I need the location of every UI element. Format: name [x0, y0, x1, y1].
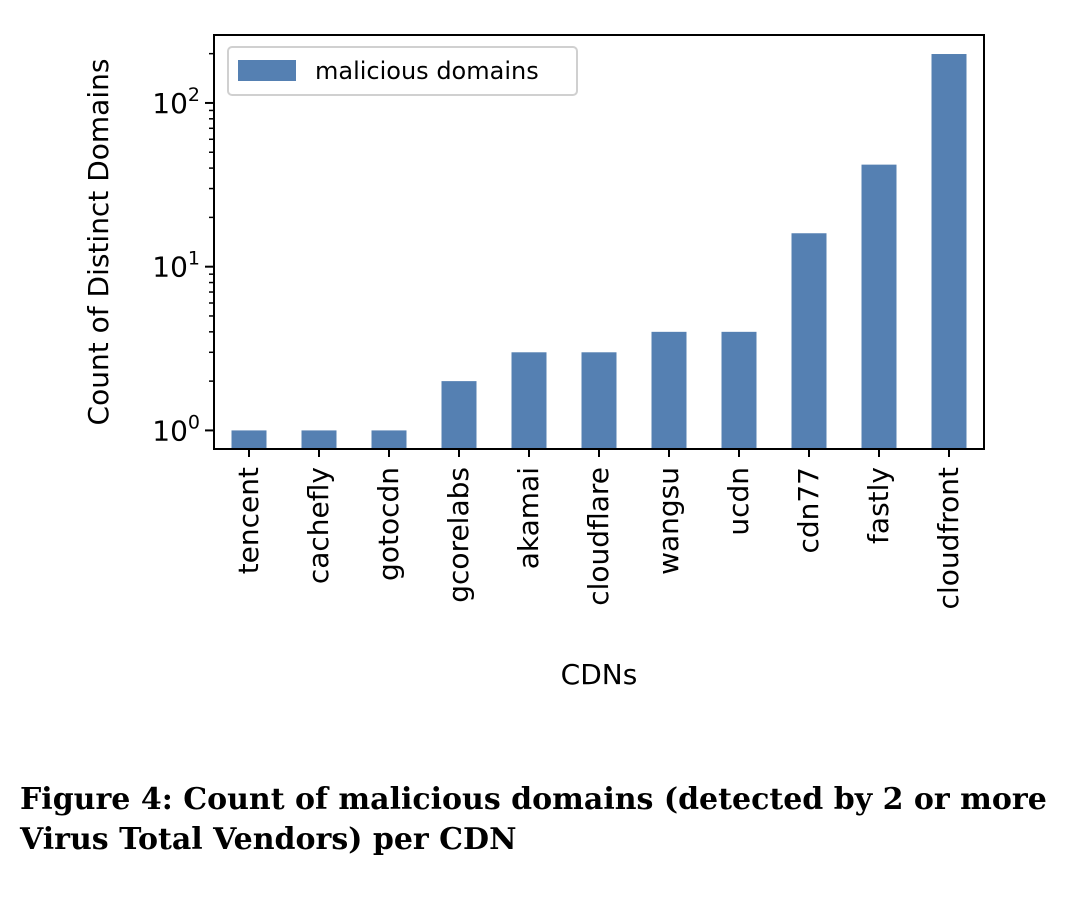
figure-caption: Figure 4: Count of malicious domains (de… — [20, 780, 1060, 860]
x-tick-labels: tencent cachefly gotocdn gcorelabs akamai clo… — [232, 467, 965, 609]
x-tick-label-akamai: akamai — [512, 467, 545, 569]
x-tick-label-cloudflare: cloudflare — [582, 467, 615, 606]
legend-box — [227, 46, 578, 96]
x-tick-label-fastly: fastly — [862, 467, 895, 544]
y-axis-label: Count of Distinct Domains — [82, 59, 115, 426]
bar-cachefly — [301, 430, 337, 449]
y-tick-label: 102 — [152, 84, 200, 120]
x-tick-label-wangsu: wangsu — [652, 467, 685, 575]
caption-line-1: Figure 4: Count of malicious domains (de… — [20, 782, 1047, 817]
x-axis-label: CDNs — [561, 658, 638, 691]
x-tick-label-gcorelabs: gcorelabs — [442, 467, 475, 603]
legend-label: malicious domains — [315, 57, 539, 85]
bar-chart: 100 101 102 tencent cachefly gotocdn gcorelab… — [82, 34, 985, 691]
legend: malicious domains — [227, 46, 578, 96]
legend-swatch — [238, 60, 296, 81]
x-tick-label-ucdn: ucdn — [722, 467, 755, 536]
y-tick-label: 100 — [152, 411, 200, 447]
bar-cdn77 — [791, 233, 827, 449]
bars — [231, 54, 967, 449]
x-tick-label-cloudfront: cloudfront — [932, 467, 965, 609]
bar-ucdn — [721, 331, 757, 449]
x-tick-label-cachefly: cachefly — [302, 467, 335, 584]
plot-frame — [213, 34, 985, 450]
x-tick-label-tencent: tencent — [232, 467, 265, 574]
bar-gcorelabs — [441, 381, 477, 449]
bar-cloudfront — [931, 54, 967, 449]
bar-tencent — [231, 430, 267, 449]
y-tick-label: 101 — [152, 248, 200, 284]
bar-cloudflare — [581, 352, 617, 449]
bar-akamai — [511, 352, 547, 449]
x-tick-label-cdn77: cdn77 — [792, 467, 825, 554]
bar-gotocdn — [371, 430, 407, 449]
bar-fastly — [861, 164, 897, 449]
x-ticks — [248, 449, 950, 457]
caption-line-2: Virus Total Vendors) per CDN — [20, 822, 517, 857]
y-major-ticks: 100 101 102 — [152, 84, 214, 447]
bar-wangsu — [651, 331, 687, 449]
x-tick-label-gotocdn: gotocdn — [372, 467, 405, 581]
